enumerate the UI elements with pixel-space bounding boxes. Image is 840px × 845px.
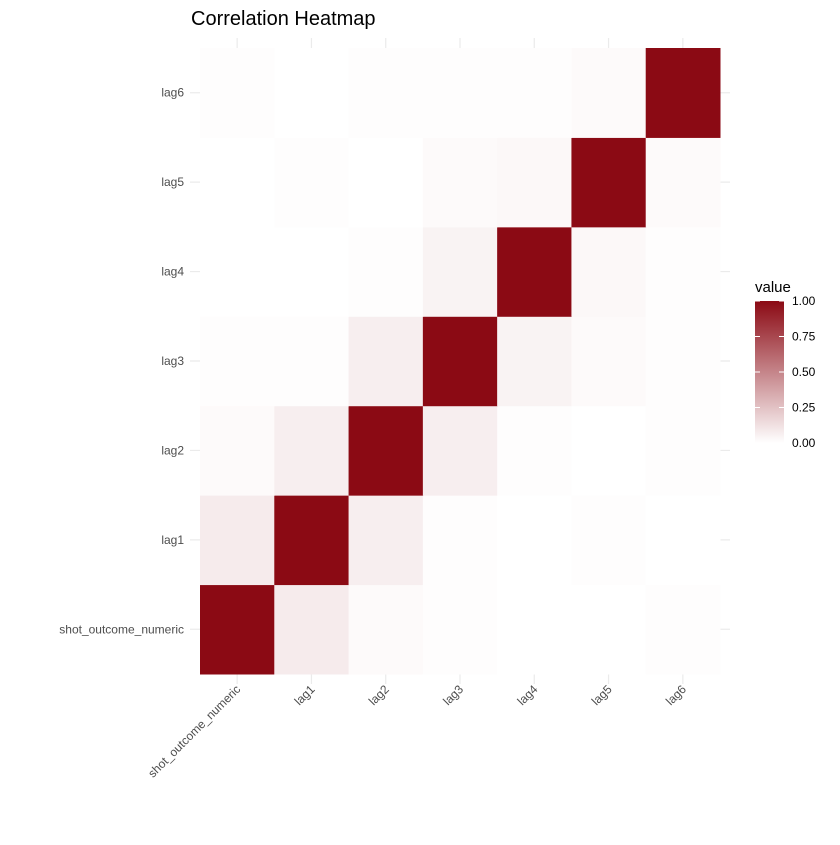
heatmap-cell-lag2-lag1 (274, 405, 350, 496)
heatmap-cell-lag3-lag5 (571, 316, 647, 407)
heatmap-cell-lag3-lag3 (422, 316, 498, 407)
heatmap-cell-lag3-lag1 (274, 316, 350, 407)
y-axis-tick-labels: shot_outcome_numeric lag1 lag2 lag3 lag4 lag5… (59, 86, 184, 637)
y-tick-label-lag2: lag2 (161, 443, 184, 457)
legend-label: 1.00 (792, 294, 816, 308)
legend-label: 0.00 (792, 436, 816, 450)
heatmap-cell-lag5-lag1 (274, 137, 350, 228)
heatmap-cell-lag5-lag4 (497, 137, 572, 228)
heatmap-cell-lag5-lag5 (571, 137, 647, 228)
heatmap-cell-lag5-lag6 (645, 137, 721, 228)
heatmap-cell-lag5-lag2 (348, 137, 424, 228)
x-tick-label-lag2: lag2 (366, 682, 392, 708)
x-axis-tick-labels: shot_outcome_numeric lag1 lag2 lag3 lag4 lag5… (145, 682, 689, 780)
legend-label: 0.25 (792, 401, 816, 415)
heatmap-cells (200, 48, 721, 675)
y-tick-label-lag5: lag5 (161, 175, 184, 189)
heatmap-cell-lag5-shot_outcome_numeric (200, 137, 275, 228)
heatmap-cell-lag6-lag4 (497, 48, 572, 138)
heatmap-cell-shot_outcome_numeric-lag2 (348, 584, 424, 675)
color-legend: value 0.00 0.25 0.50 0.75 1.00 (755, 279, 816, 450)
heatmap-cell-lag6-lag2 (348, 48, 424, 138)
heatmap-cell-lag4-lag1 (274, 226, 350, 317)
heatmap-cell-lag1-lag4 (497, 495, 572, 586)
heatmap-cell-lag6-shot_outcome_numeric (200, 48, 275, 138)
x-tick-label-lag3: lag3 (440, 682, 466, 708)
heatmap-cell-lag1-lag3 (422, 495, 498, 586)
heatmap-cell-lag4-lag5 (571, 226, 647, 317)
x-tick-label-lag1: lag1 (292, 682, 318, 708)
legend-title: value (755, 279, 791, 296)
heatmap-cell-shot_outcome_numeric-lag3 (422, 584, 498, 675)
heatmap-cell-shot_outcome_numeric-lag6 (645, 584, 721, 675)
x-tick-label-shot_outcome_numeric: shot_outcome_numeric (145, 682, 243, 780)
heatmap-cell-lag1-lag6 (645, 495, 721, 586)
y-tick-label-lag4: lag4 (161, 265, 184, 279)
heatmap-cell-shot_outcome_numeric-lag1 (274, 584, 350, 675)
y-tick-label-shot_outcome_numeric: shot_outcome_numeric (59, 622, 184, 636)
heatmap-cell-lag6-lag5 (571, 48, 647, 138)
heatmap-cell-lag3-shot_outcome_numeric (200, 316, 275, 407)
heatmap-cell-lag6-lag6 (645, 48, 721, 138)
heatmap-cell-lag3-lag2 (348, 316, 424, 407)
heatmap-cell-lag4-lag3 (422, 226, 498, 317)
x-tick-label-lag6: lag6 (663, 682, 689, 708)
heatmap-cell-lag2-lag4 (497, 405, 572, 496)
y-tick-label-lag6: lag6 (161, 86, 184, 100)
heatmap-cell-lag1-lag5 (571, 495, 647, 586)
x-tick-label-lag5: lag5 (589, 682, 615, 708)
heatmap-cell-lag2-shot_outcome_numeric (200, 405, 275, 496)
heatmap-cell-shot_outcome_numeric-lag4 (497, 584, 572, 675)
heatmap-cell-lag6-lag1 (274, 48, 350, 138)
legend-label: 0.50 (792, 365, 816, 379)
legend-breaks: 0.00 0.25 0.50 0.75 1.00 (755, 294, 816, 450)
heatmap-cell-lag1-lag2 (348, 495, 424, 586)
y-tick-label-lag1: lag1 (161, 533, 184, 547)
heatmap-cell-lag2-lag5 (571, 405, 647, 496)
heatmap-cell-shot_outcome_numeric-lag5 (571, 584, 647, 675)
y-tick-label-lag3: lag3 (161, 354, 184, 368)
heatmap-cell-lag6-lag3 (422, 48, 498, 138)
heatmap-cell-lag2-lag3 (422, 405, 498, 496)
heatmap-cell-lag2-lag6 (645, 405, 721, 496)
heatmap-cell-lag2-lag2 (348, 405, 424, 496)
chart-title: Correlation Heatmap (191, 8, 376, 30)
heatmap-cell-lag4-lag6 (645, 226, 721, 317)
heatmap-cell-lag5-lag3 (422, 137, 498, 228)
heatmap-cell-lag1-shot_outcome_numeric (200, 495, 275, 586)
heatmap-cell-lag3-lag4 (497, 316, 572, 407)
heatmap-cell-lag3-lag6 (645, 316, 721, 407)
legend-label: 0.75 (792, 330, 816, 344)
heatmap-cell-shot_outcome_numeric-shot_outcome_numeric (200, 584, 275, 675)
heatmap-cell-lag4-lag4 (497, 226, 572, 317)
x-tick-label-lag4: lag4 (514, 682, 540, 708)
heatmap-cell-lag4-lag2 (348, 226, 424, 317)
heatmap-cell-lag1-lag1 (274, 495, 350, 586)
heatmap-cell-lag4-shot_outcome_numeric (200, 226, 275, 317)
